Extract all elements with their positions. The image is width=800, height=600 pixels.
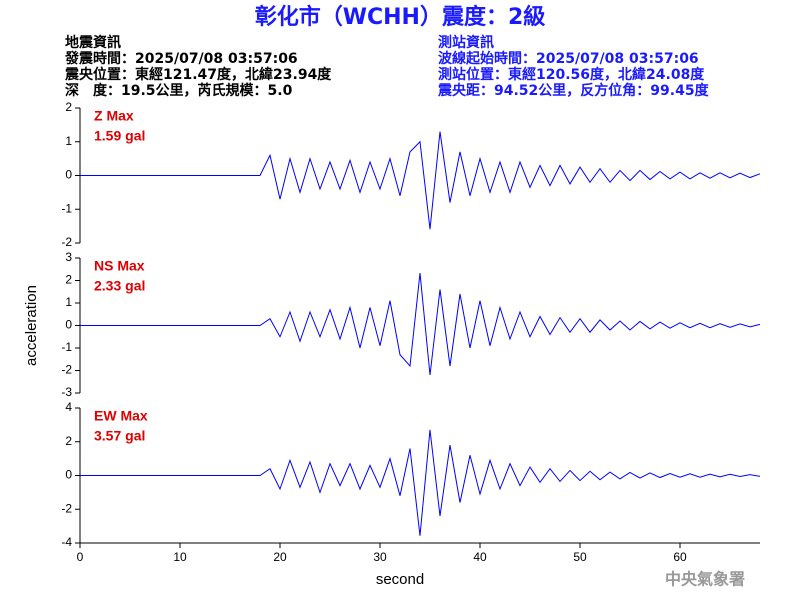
x-tick-label: 50 <box>573 550 587 564</box>
info-left: 深 度：19.5公里，芮氏規模：5.0 <box>65 82 293 99</box>
max-annotation: Z Max <box>94 108 134 124</box>
info-right: 測站位置：東經120.56度，北緯24.08度 <box>438 66 705 83</box>
y-tick-label: 3 <box>65 250 72 264</box>
y-tick-label: -3 <box>61 385 72 399</box>
max-annotation: NS Max <box>94 258 145 274</box>
x-tick-label: 60 <box>673 550 687 564</box>
info-left: 震央位置：東經121.47度，北緯23.94度 <box>64 66 332 83</box>
x-tick-label: 10 <box>173 550 187 564</box>
y-tick-label: 2 <box>65 273 72 287</box>
max-annotation: 1.59 gal <box>94 128 145 144</box>
info-right: 震央距：94.52公里，反方位角：99.45度 <box>437 82 710 99</box>
y-tick-label: -2 <box>61 501 72 515</box>
y-tick-label: 0 <box>65 468 72 482</box>
max-annotation: 2.33 gal <box>94 278 145 294</box>
x-tick-label: 30 <box>373 550 387 564</box>
info-right: 測站資訊 <box>438 34 494 51</box>
waveform <box>80 429 761 536</box>
chart-title: 彰化市（WCHH）震度：2級 <box>255 4 546 30</box>
info-right: 波線起始時間：2025/07/08 03:57:06 <box>438 50 699 67</box>
y-tick-label: 0 <box>65 318 72 332</box>
x-tick-label: 40 <box>473 550 487 564</box>
watermark: 中央氣象署 <box>665 570 745 589</box>
y-tick-label: -2 <box>61 363 72 377</box>
x-tick-label: 20 <box>273 550 287 564</box>
y-tick-label: -2 <box>61 235 72 249</box>
x-tick-label: 0 <box>77 550 84 564</box>
y-tick-label: 0 <box>65 168 72 182</box>
y-tick-label: 2 <box>65 100 72 114</box>
y-tick-label: 2 <box>65 434 72 448</box>
waveform <box>80 131 761 230</box>
info-left: 發震時間：2025/07/08 03:57:06 <box>64 50 298 67</box>
x-axis-label: second <box>376 571 424 588</box>
info-left: 地震資訊 <box>65 34 121 51</box>
y-tick-label: -4 <box>61 535 72 549</box>
y-tick-label: 4 <box>65 400 72 414</box>
y-tick-label: 1 <box>65 295 72 309</box>
y-tick-label: -1 <box>61 340 72 354</box>
max-annotation: 3.57 gal <box>94 428 145 444</box>
y-tick-label: 1 <box>65 134 72 148</box>
y-axis-label: acceleration <box>23 285 40 366</box>
waveform <box>80 273 761 376</box>
max-annotation: EW Max <box>94 408 148 424</box>
y-tick-label: -1 <box>61 201 72 215</box>
